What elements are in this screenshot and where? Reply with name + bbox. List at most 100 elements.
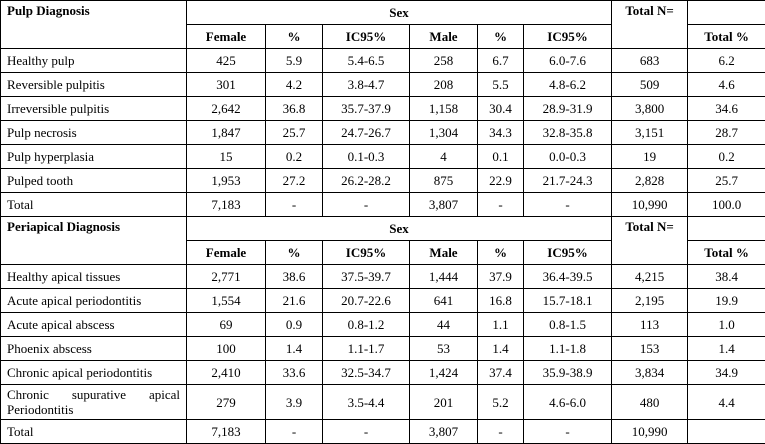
data-cell: 19.9 [688,289,765,313]
section-title: Pulp Diagnosis [1,1,187,49]
data-cell: 3,834 [612,361,688,385]
data-cell: 35.9-38.9 [524,361,612,385]
data-cell: 1,554 [187,289,266,313]
data-cell: - [323,193,410,217]
data-cell: 4.8-6.2 [524,73,612,97]
data-cell: 208 [410,73,478,97]
data-cell: 301 [187,73,266,97]
data-cell: 5.9 [266,49,323,73]
data-cell: 5.2 [478,385,524,420]
data-cell: - [266,193,323,217]
section-title: Periapical Diagnosis [1,217,187,265]
data-cell: 69 [187,313,266,337]
data-cell: 1.4 [478,337,524,361]
data-cell: 0.8-1.2 [323,313,410,337]
data-cell: 28.9-31.9 [524,97,612,121]
data-cell: 2,410 [187,361,266,385]
data-cell: 1.4 [688,337,765,361]
data-cell: 4.4 [688,385,765,420]
data-cell: 3.5-4.4 [323,385,410,420]
data-cell: 201 [410,385,478,420]
data-cell: 27.2 [266,169,323,193]
column-header: IC95% [524,25,612,49]
data-cell: 1,424 [410,361,478,385]
column-header: Female [187,25,266,49]
data-cell: 0.0-0.3 [524,145,612,169]
column-header: Male [410,25,478,49]
row-label: Phoenix abscess [1,337,187,361]
data-cell: 33.6 [266,361,323,385]
column-header: % [478,241,524,265]
data-cell: 1.0 [688,313,765,337]
data-cell: 34.9 [688,361,765,385]
data-cell: 37.5-39.7 [323,265,410,289]
data-cell: 35.7-37.9 [323,97,410,121]
data-cell: 53 [410,337,478,361]
data-cell: 2,828 [612,169,688,193]
data-cell: 4 [410,145,478,169]
data-cell: 19 [612,145,688,169]
data-cell: 34.3 [478,121,524,145]
data-cell [688,420,765,444]
data-cell: 1,953 [187,169,266,193]
data-cell: 26.2-28.2 [323,169,410,193]
data-cell: 0.9 [266,313,323,337]
row-label: Irreversible pulpitis [1,97,187,121]
data-cell: 3,807 [410,420,478,444]
data-cell: 6.0-7.6 [524,49,612,73]
data-cell: 22.9 [478,169,524,193]
data-cell: 641 [410,289,478,313]
data-cell: 480 [612,385,688,420]
data-cell: 36.8 [266,97,323,121]
column-header: IC95% [323,241,410,265]
data-cell: 1,304 [410,121,478,145]
data-cell: 6.2 [688,49,765,73]
data-cell: 3.8-4.7 [323,73,410,97]
data-cell: 7,183 [187,193,266,217]
data-cell: 113 [612,313,688,337]
data-cell: 4.6 [688,73,765,97]
data-cell: 20.7-22.6 [323,289,410,313]
header-blank [688,217,765,241]
data-row: Chronic supurative apical Periodontitis 2… [1,385,765,420]
data-cell: 15 [187,145,266,169]
row-label: Acute apical abscess [1,313,187,337]
data-cell: 258 [410,49,478,73]
data-cell: 3,151 [612,121,688,145]
data-cell: - [524,193,612,217]
data-cell: 4.6-6.0 [524,385,612,420]
data-cell: 1,847 [187,121,266,145]
data-cell: 0.1 [478,145,524,169]
data-cell: 7,183 [187,420,266,444]
data-cell: 683 [612,49,688,73]
data-cell: 32.5-34.7 [323,361,410,385]
data-cell: 5.5 [478,73,524,97]
data-cell: 5.4-6.5 [323,49,410,73]
data-cell: 38.6 [266,265,323,289]
data-cell: 15.7-18.1 [524,289,612,313]
header-blank [688,1,765,25]
column-header: Male [410,241,478,265]
data-cell: 100.0 [688,193,765,217]
data-cell: 1.4 [266,337,323,361]
row-label: Chronic supurative apical Periodontitis [1,385,187,420]
total-n-header: Total N= [612,217,688,265]
data-cell: 1,158 [410,97,478,121]
data-cell: 0.2 [266,145,323,169]
data-cell: 34.6 [688,97,765,121]
row-label: Healthy apical tissues [1,265,187,289]
data-cell: 1.1 [478,313,524,337]
data-cell: 38.4 [688,265,765,289]
data-cell: 0.8-1.5 [524,313,612,337]
